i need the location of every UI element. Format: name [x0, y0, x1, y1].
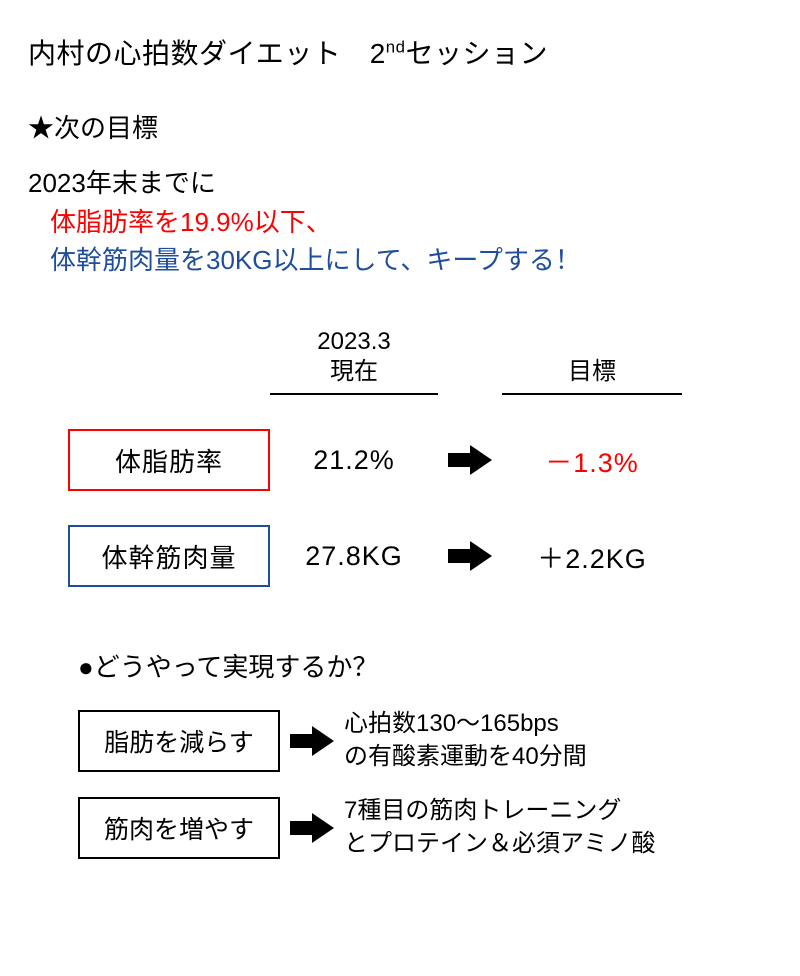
metric-target-muscle: ＋2.2KG [502, 537, 682, 576]
column-header-current: 2023.3 現在 [270, 327, 438, 395]
arrow-icon [280, 813, 344, 843]
page-title: 内村の心拍数ダイエット 2ndセッション [28, 32, 772, 72]
method-row-muscle: 筋肉を増やす 7種目の筋肉トレーニング とプロテイン＆必須アミノ酸 [28, 795, 772, 860]
method-desc-muscle: 7種目の筋肉トレーニング とプロテイン＆必須アミノ酸 [344, 795, 772, 860]
title-pre: 内村の心拍数ダイエット 2 [28, 38, 386, 69]
metric-label-muscle: 体幹筋肉量 [68, 525, 270, 587]
goal-red-text: 体脂肪率を19.9%以下、 [28, 204, 772, 242]
next-goal-heading: ★次の目標 [28, 108, 772, 145]
metric-label-bodyfat: 体脂肪率 [68, 429, 270, 491]
metrics-table: 2023.3 現在 目標 体脂肪率 21.2% －1.3% 体幹筋肉量 27.8… [28, 327, 772, 587]
goal-blue-text: 体幹筋肉量を30KG以上にして、キープする！ [28, 242, 772, 280]
title-post: セッション [405, 38, 548, 69]
how-heading: ●どうやって実現するか？ [28, 647, 772, 684]
column-header-target: 目標 [502, 357, 682, 395]
arrow-icon [280, 726, 344, 756]
metric-row-muscle: 体幹筋肉量 27.8KG ＋2.2KG [68, 525, 732, 587]
arrow-icon [438, 445, 502, 475]
metric-current-muscle: 27.8KG [270, 541, 438, 572]
method-desc-fat: 心拍数130～165bps の有酸素運動を40分間 [344, 708, 772, 773]
metric-row-bodyfat: 体脂肪率 21.2% －1.3% [68, 429, 732, 491]
metric-target-bodyfat: －1.3% [502, 441, 682, 480]
deadline-text: 2023年末までに [28, 163, 772, 200]
table-header-row: 2023.3 現在 目標 [68, 327, 732, 395]
title-sup: nd [386, 38, 406, 57]
metric-current-bodyfat: 21.2% [270, 445, 438, 476]
method-label-muscle: 筋肉を増やす [78, 797, 280, 859]
method-label-fat: 脂肪を減らす [78, 710, 280, 772]
arrow-icon [438, 541, 502, 571]
method-row-fat: 脂肪を減らす 心拍数130～165bps の有酸素運動を40分間 [28, 708, 772, 773]
